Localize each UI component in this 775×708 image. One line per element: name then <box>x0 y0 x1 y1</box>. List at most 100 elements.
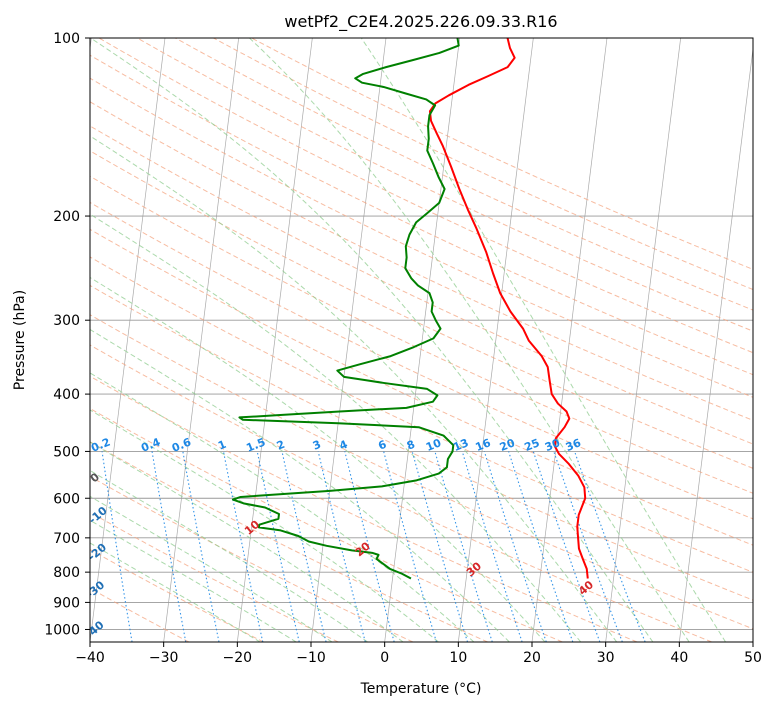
mixing-ratio-label: 16 <box>474 436 493 454</box>
mixing-ratio-label: 3 <box>311 438 323 453</box>
x-tick-label: −10 <box>296 650 326 666</box>
dry-adiabat-line <box>90 284 753 601</box>
x-tick-label: 50 <box>744 650 762 666</box>
y-tick-label: 1000 <box>44 622 80 638</box>
moist-adiabat-line <box>90 38 654 642</box>
mixing-ratio-label: 25 <box>522 436 541 454</box>
x-tick-label: 20 <box>523 650 541 666</box>
mixing-ratio-line <box>317 451 366 642</box>
mixing-ratio-line <box>344 451 395 642</box>
dry-adiabat-line <box>98 38 753 354</box>
x-tick-label: 0 <box>380 650 389 666</box>
moist-adiabat-line <box>90 441 404 642</box>
y-axis: 1000 900 800 700 600 500 400 300 200 100 <box>44 31 90 638</box>
y-tick-label: 200 <box>53 209 80 225</box>
sounding-profiles <box>231 38 589 580</box>
x-tick-label: 40 <box>670 650 688 666</box>
mixing-ratio-line <box>256 451 300 642</box>
mixing-ratio-label: 4 <box>338 438 350 453</box>
moist-adiabat-line <box>249 38 690 642</box>
y-tick-label: 800 <box>53 565 80 581</box>
mixing-ratio-label: 0.6 <box>170 435 193 454</box>
mixing-ratio-line <box>553 451 623 642</box>
temperature-profile <box>428 38 589 579</box>
mixing-ratio-line <box>434 451 493 642</box>
mixing-ratio-line <box>182 451 220 642</box>
y-tick-label: 400 <box>53 387 80 403</box>
moist-adiabat-line <box>90 409 439 642</box>
mixing-ratio-line <box>151 451 187 642</box>
isotherm-line <box>90 38 166 642</box>
mixing-ratio-line <box>281 451 327 642</box>
dry-adiabat-line <box>136 38 753 332</box>
y-tick-label: 300 <box>53 313 80 329</box>
mixing-ratio-label: 8 <box>405 438 417 453</box>
x-tick-label: 10 <box>449 650 467 666</box>
moist-adiabat-line <box>90 469 368 642</box>
dry-adiabat-line <box>175 38 753 311</box>
dry-adiabat-line <box>90 548 264 642</box>
x-tick-label: 30 <box>597 650 615 666</box>
background-lines <box>90 38 753 642</box>
dry-adiabat-label: 30 <box>464 559 484 579</box>
isotherm-line <box>236 38 313 642</box>
isotherm-line <box>163 38 240 642</box>
mixing-ratio-line <box>483 451 547 642</box>
dry-adiabat-line <box>213 38 753 291</box>
dry-adiabat-line <box>90 228 753 546</box>
mixing-ratio-line <box>101 451 133 642</box>
dry-adiabat-line <box>90 407 563 642</box>
mixing-ratio-label: 36 <box>564 436 583 454</box>
dry-adiabat-line <box>90 256 753 573</box>
mixing-ratio-line <box>508 451 574 642</box>
mixing-ratio-line <box>461 451 523 642</box>
isotherm-line <box>457 38 534 642</box>
x-tick-label: −40 <box>75 650 105 666</box>
mixing-ratio-line <box>411 451 469 642</box>
chart-title: wetPf2_C2E4.2025.226.09.33.R16 <box>284 12 557 32</box>
dry-adiabat-line <box>90 587 190 642</box>
dry-adiabat-label: -30 <box>84 578 108 601</box>
moist-adiabat-line <box>90 328 510 642</box>
dry-adiabat-line <box>251 38 753 270</box>
dry-adiabat-line <box>90 54 753 376</box>
mixing-ratio-label: 2 <box>275 438 287 453</box>
mixing-ratio-label: 1 <box>216 438 228 453</box>
dry-adiabat-line <box>90 314 753 630</box>
moist-adiabat-line <box>90 519 297 642</box>
y-tick-label: 100 <box>53 31 80 47</box>
dry-adiabat-label: -20 <box>85 541 109 564</box>
mixing-ratio-line <box>574 451 646 642</box>
isotherm-line <box>678 45 753 642</box>
mixing-ratio-line <box>222 451 264 642</box>
dewpoint-profile <box>231 38 460 580</box>
y-axis-label: Pressure (hPa) <box>12 290 28 390</box>
y-tick-label: 500 <box>53 444 80 460</box>
y-tick-label: 900 <box>53 595 80 611</box>
dry-adiabat-line <box>90 201 753 520</box>
x-axis-label: Temperature (°C) <box>360 681 482 697</box>
isotherm-line <box>531 38 608 642</box>
dry-adiabat-label: 10 <box>242 518 262 538</box>
mixing-ratio-label: 20 <box>498 436 517 454</box>
dry-adiabat-line <box>90 77 753 398</box>
mixing-ratio-label: 1.5 <box>244 435 267 454</box>
y-tick-label: 600 <box>53 491 80 507</box>
isotherm-line <box>605 38 682 642</box>
dry-adiabat-label: 20 <box>353 539 373 559</box>
dry-adiabat-line <box>90 175 753 494</box>
moist-adiabat-line <box>90 495 333 642</box>
dry-adiabat-label: 40 <box>576 578 596 598</box>
plot-frame <box>89 37 754 643</box>
isotherm-line <box>752 639 753 642</box>
moist-adiabat-line <box>90 276 546 642</box>
isotherm-line <box>384 38 461 642</box>
mixing-ratio-line <box>383 451 437 642</box>
dry-adiabat-line <box>90 475 414 642</box>
mixing-ratio-label: 6 <box>376 438 388 453</box>
mixing-ratio-label: 30 <box>543 436 562 454</box>
moist-adiabat-line <box>90 542 261 642</box>
x-tick-label: −30 <box>149 650 179 666</box>
dry-adiabat-line <box>90 150 753 469</box>
